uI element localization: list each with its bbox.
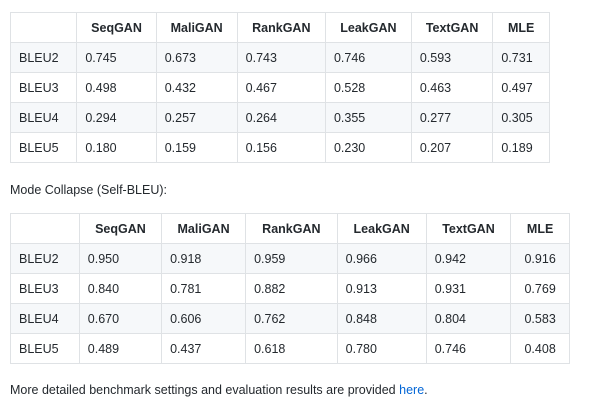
table-row: BLEU4 0.670 0.606 0.762 0.848 0.804 0.58…: [10, 303, 570, 334]
table-cell: 0.432: [155, 72, 238, 103]
table-cell: 0.746: [324, 42, 412, 73]
table-cell: 0.498: [76, 72, 157, 103]
header-cell-textgan: TextGAN: [410, 12, 494, 43]
table-cell: 0.489: [78, 333, 163, 364]
table-cell: 0.207: [410, 132, 494, 163]
header-cell-rankgan: RankGAN: [236, 12, 326, 43]
table-cell: 0.745: [76, 42, 157, 73]
header-cell-seqgan: SeqGAN: [76, 12, 157, 43]
table-cell: 0.804: [425, 303, 512, 334]
table-cell: 0.593: [410, 42, 494, 73]
row-label: BLEU4: [9, 102, 78, 133]
table-cell: 0.264: [236, 102, 326, 133]
table-cell: 0.959: [245, 243, 338, 274]
table-cell: 0.882: [245, 273, 338, 304]
row-label: BLEU4: [10, 303, 80, 334]
table-row: BLEU5 0.180 0.159 0.156 0.230 0.207 0.18…: [9, 132, 550, 163]
table-cell: 0.294: [76, 102, 157, 133]
table-cell: 0.305: [492, 102, 550, 133]
table-row: BLEU2 0.745 0.673 0.743 0.746 0.593 0.73…: [9, 42, 550, 73]
table-cell: 0.769: [510, 273, 570, 304]
header-cell-textgan: TextGAN: [425, 213, 512, 244]
table-cell: 0.618: [245, 333, 338, 364]
table-header-row: SeqGAN MaliGAN RankGAN LeakGAN TextGAN M…: [10, 213, 570, 244]
table-cell: 0.277: [410, 102, 494, 133]
table-cell: 0.950: [78, 243, 163, 274]
table-cell: 0.180: [76, 132, 157, 163]
table-cell: 0.931: [425, 273, 512, 304]
table-row: BLEU5 0.489 0.437 0.618 0.780 0.746 0.40…: [10, 333, 570, 364]
table-cell: 0.467: [236, 72, 326, 103]
table-cell: 0.781: [161, 273, 247, 304]
table-cell: 0.355: [324, 102, 412, 133]
table-cell: 0.159: [155, 132, 238, 163]
row-label: BLEU2: [9, 42, 78, 73]
header-cell-seqgan: SeqGAN: [78, 213, 163, 244]
table-row: BLEU3 0.840 0.781 0.882 0.913 0.931 0.76…: [10, 273, 570, 304]
table-cell: 0.673: [155, 42, 238, 73]
section-title-mode-collapse: Mode Collapse (Self-BLEU):: [10, 183, 168, 197]
quality-bleu-table: SeqGAN MaliGAN RankGAN LeakGAN TextGAN M…: [9, 12, 550, 163]
row-label: BLEU3: [9, 72, 78, 103]
footer-trailing: .: [424, 383, 428, 397]
table-cell: 0.918: [161, 243, 247, 274]
table-cell: 0.913: [336, 273, 427, 304]
table-cell: 0.916: [510, 243, 570, 274]
table-cell: 0.746: [425, 333, 512, 364]
here-link[interactable]: here: [399, 383, 425, 397]
table-header-row: SeqGAN MaliGAN RankGAN LeakGAN TextGAN M…: [9, 12, 550, 43]
row-label: BLEU2: [10, 243, 80, 274]
row-label: BLEU3: [10, 273, 80, 304]
table-row: BLEU3 0.498 0.432 0.467 0.528 0.463 0.49…: [9, 72, 550, 103]
table-cell: 0.463: [410, 72, 494, 103]
header-cell-maligan: MaliGAN: [161, 213, 247, 244]
table-cell: 0.583: [510, 303, 570, 334]
header-cell-mle: MLE: [510, 213, 570, 244]
row-label: BLEU5: [10, 333, 80, 364]
table-cell: 0.780: [336, 333, 427, 364]
footer-note: More detailed benchmark settings and eva…: [10, 383, 428, 397]
table-cell: 0.257: [155, 102, 238, 133]
table-cell: 0.528: [324, 72, 412, 103]
table-cell: 0.731: [492, 42, 550, 73]
table-cell: 0.743: [236, 42, 326, 73]
header-cell-empty: [10, 213, 80, 244]
table-cell: 0.966: [336, 243, 427, 274]
table-cell: 0.189: [492, 132, 550, 163]
header-cell-leakgan: LeakGAN: [336, 213, 427, 244]
header-cell-leakgan: LeakGAN: [324, 12, 412, 43]
table-row: BLEU4 0.294 0.257 0.264 0.355 0.277 0.30…: [9, 102, 550, 133]
self-bleu-table: SeqGAN MaliGAN RankGAN LeakGAN TextGAN M…: [10, 213, 570, 364]
header-cell-mle: MLE: [492, 12, 550, 43]
header-cell-empty: [9, 12, 78, 43]
table-row: BLEU2 0.950 0.918 0.959 0.966 0.942 0.91…: [10, 243, 570, 274]
table-cell: 0.437: [161, 333, 247, 364]
footer-text: More detailed benchmark settings and eva…: [10, 383, 400, 397]
table-cell: 0.497: [492, 72, 550, 103]
table-cell: 0.762: [245, 303, 338, 334]
table-cell: 0.848: [336, 303, 427, 334]
header-cell-rankgan: RankGAN: [245, 213, 338, 244]
table-cell: 0.156: [236, 132, 326, 163]
header-cell-maligan: MaliGAN: [155, 12, 238, 43]
table-cell: 0.670: [78, 303, 163, 334]
row-label: BLEU5: [9, 132, 78, 163]
table-cell: 0.230: [324, 132, 412, 163]
table-cell: 0.840: [78, 273, 163, 304]
table-cell: 0.606: [161, 303, 247, 334]
table-cell: 0.408: [510, 333, 570, 364]
table-cell: 0.942: [425, 243, 512, 274]
